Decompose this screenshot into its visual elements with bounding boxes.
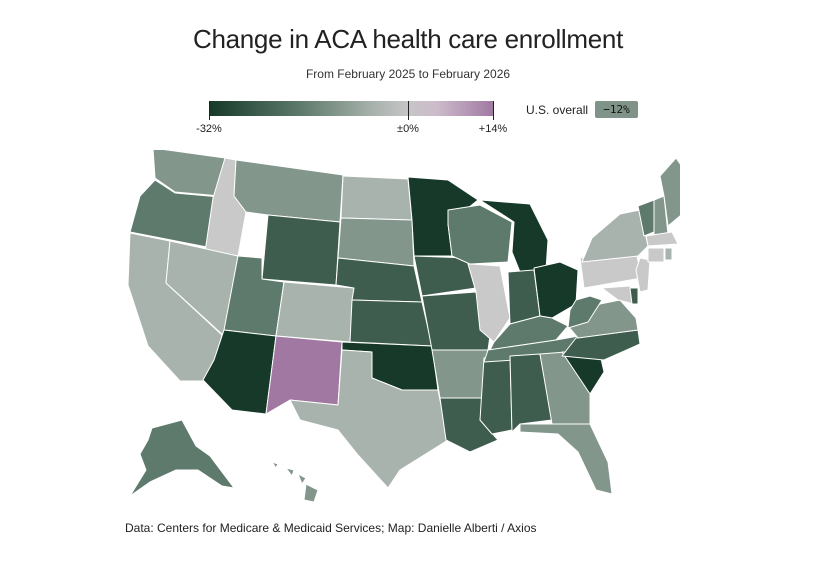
- state-wisconsin[interactable]: [447, 204, 513, 265]
- state-mississippi[interactable]: [479, 355, 513, 435]
- state-washington[interactable]: [152, 150, 226, 197]
- us-states-map: [127, 150, 680, 503]
- map-subtitle: From February 2025 to February 2026: [305, 67, 511, 81]
- source-note: Data: Centers for Medicare & Medicaid Se…: [125, 521, 537, 535]
- state-kansas[interactable]: [349, 299, 433, 347]
- legend-tick-max: [493, 101, 494, 120]
- overall-badge: −12%: [595, 101, 638, 118]
- state-north-dakota[interactable]: [340, 175, 413, 221]
- legend-tick-mid: [408, 101, 409, 120]
- overall-label: U.S. overall: [526, 103, 589, 117]
- state-massachusetts[interactable]: [645, 231, 679, 247]
- state-new-york[interactable]: [581, 209, 649, 263]
- state-west-virginia[interactable]: [567, 295, 603, 329]
- state-arkansas[interactable]: [431, 349, 489, 399]
- state-connecticut[interactable]: [647, 247, 665, 263]
- state-alabama[interactable]: [509, 353, 553, 433]
- state-texas[interactable]: [289, 349, 449, 489]
- legend-tick-min: [209, 101, 210, 120]
- state-alaska[interactable]: [129, 419, 235, 497]
- state-wyoming[interactable]: [261, 214, 341, 286]
- state-illinois[interactable]: [467, 263, 511, 343]
- legend-color-bar: [209, 101, 494, 116]
- state-rhode-island[interactable]: [664, 247, 673, 261]
- state-hawaii[interactable]: [271, 461, 319, 503]
- state-missouri[interactable]: [421, 291, 491, 351]
- state-new-jersey[interactable]: [635, 257, 651, 293]
- state-maine[interactable]: [659, 157, 680, 227]
- map-title: Change in ACA health care enrollment: [192, 24, 624, 54]
- state-florida[interactable]: [519, 423, 613, 495]
- state-montana[interactable]: [233, 159, 344, 223]
- legend-min-label: -32%: [196, 123, 222, 135]
- legend-mid-label: ±0%: [397, 123, 419, 135]
- state-colorado[interactable]: [275, 281, 355, 343]
- legend-max-label: +14%: [478, 123, 508, 135]
- state-delaware[interactable]: [629, 287, 639, 305]
